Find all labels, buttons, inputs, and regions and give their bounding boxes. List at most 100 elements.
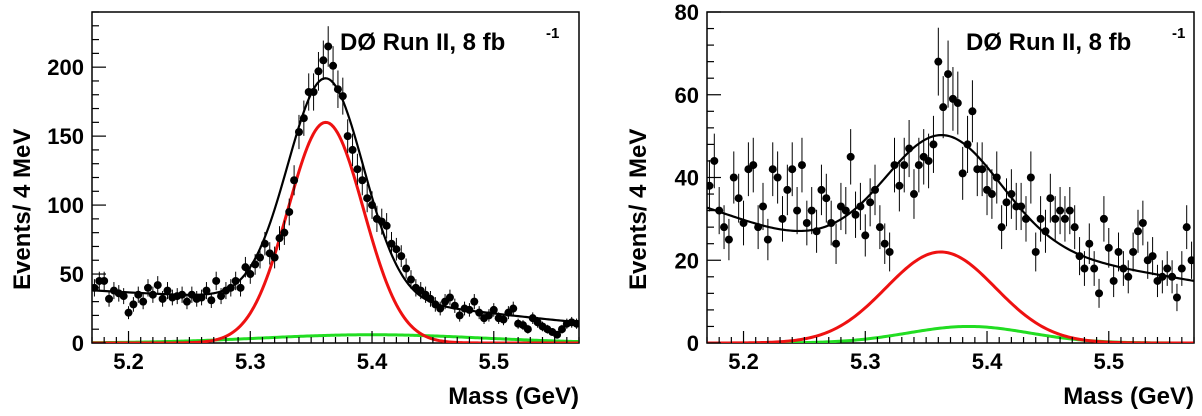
right-data-point <box>778 214 787 223</box>
right-data-point <box>992 173 1001 182</box>
left-data-point <box>280 228 289 237</box>
left-panel: 5.2 5.3 5.4 5.5 0 50 100 150 200 DØ Run II, 8 fb… <box>9 11 580 410</box>
left-data-point <box>226 283 235 292</box>
left-data-point <box>217 292 226 301</box>
left-data-point <box>285 207 294 216</box>
right-data-point <box>773 173 782 182</box>
left-data-point <box>499 315 508 324</box>
left-data-point <box>275 234 284 243</box>
left-data-point <box>426 294 435 303</box>
right-data-point <box>707 181 714 190</box>
right-data-point <box>929 140 938 149</box>
right-plot-area <box>707 27 1194 343</box>
right-data-point <box>890 161 899 170</box>
right-data-group <box>707 27 1194 343</box>
left-data-point <box>256 253 265 262</box>
right-data-point <box>1036 214 1045 223</box>
right-data-point <box>1002 198 1011 207</box>
right-data-point <box>1129 247 1138 256</box>
right-data-point <box>1065 206 1074 215</box>
right-data-point <box>1138 219 1147 228</box>
right-data-point <box>802 219 811 228</box>
right-data-point <box>807 206 816 215</box>
right-x-axis-title: Mass (GeV) <box>1063 383 1194 410</box>
right-data-point <box>968 107 977 116</box>
left-data-point <box>212 276 221 285</box>
right-data-point <box>978 165 987 174</box>
right-data-point <box>793 206 802 215</box>
right-data-point <box>720 223 729 232</box>
right-data-point <box>1158 272 1167 281</box>
right-data-point <box>817 185 826 194</box>
left-data-point <box>129 300 138 309</box>
left-data-point <box>557 325 566 334</box>
right-y-tick-label: 80 <box>675 0 699 25</box>
left-data-point <box>231 276 240 285</box>
right-data-point <box>754 223 763 232</box>
right-data-point <box>866 198 875 207</box>
left-y-tick-label: 0 <box>72 331 84 356</box>
right-data-point <box>1172 293 1181 302</box>
left-data-point <box>358 176 367 185</box>
right-data-point <box>734 194 743 203</box>
right-data-point <box>1090 264 1099 273</box>
right-data-point <box>905 144 914 153</box>
right-data-point <box>1109 276 1118 285</box>
right-data-point <box>749 161 758 170</box>
left-data-point <box>465 305 474 314</box>
left-data-point <box>246 270 255 279</box>
right-signal-fit-curve <box>707 250 1194 343</box>
right-data-point <box>914 161 923 170</box>
left-data-point <box>158 294 167 303</box>
left-data-point <box>489 305 498 314</box>
right-data-point <box>895 181 904 190</box>
left-data-point <box>553 330 562 339</box>
left-data-point <box>124 308 133 317</box>
left-y-tick-label: 100 <box>47 193 84 218</box>
right-axis-group: 5.2 5.3 5.4 5.5 0 20 40 60 80 <box>675 0 1195 374</box>
right-annotation-superscript: -1 <box>1172 25 1185 42</box>
right-data-point <box>1051 214 1060 223</box>
right-data-point <box>875 223 884 232</box>
left-axis-group: 5.2 5.3 5.4 5.5 0 50 100 150 200 <box>47 11 580 374</box>
left-data-point <box>148 290 157 299</box>
left-data-point <box>260 239 269 248</box>
left-data-point <box>119 292 128 301</box>
left-data-point <box>333 85 342 94</box>
left-y-tick-label: 50 <box>60 262 84 287</box>
left-data-point <box>368 201 377 210</box>
left-data-point <box>309 87 318 96</box>
left-data-point <box>251 260 260 269</box>
right-data-point <box>885 247 894 256</box>
left-data-point <box>236 283 245 292</box>
right-data-point <box>710 156 719 165</box>
right-data-point <box>729 173 738 182</box>
left-data-point <box>406 275 415 284</box>
right-y-tick-label: 40 <box>675 166 699 191</box>
left-data-point <box>392 245 401 254</box>
right-y-tick-label: 0 <box>687 331 699 356</box>
left-data-point <box>270 253 279 262</box>
left-reflection-fit-curve <box>92 333 579 343</box>
right-data-point <box>958 169 967 178</box>
left-data-point <box>470 297 479 306</box>
left-data-point <box>105 294 114 303</box>
right-data-point <box>924 156 933 165</box>
left-data-point <box>455 311 464 320</box>
left-data-point <box>397 252 406 261</box>
left-data-point <box>484 311 493 320</box>
left-y-axis-title: Events/ 4 MeV <box>9 129 36 290</box>
right-total-fit-curve <box>707 133 1194 283</box>
right-data-point <box>1085 239 1094 248</box>
left-data-point <box>343 132 352 141</box>
left-x-tick-label: 5.5 <box>478 349 509 374</box>
left-data-point <box>294 127 303 136</box>
right-data-point <box>997 223 1006 232</box>
right-data-point <box>739 219 748 228</box>
right-data-point <box>1026 173 1035 182</box>
right-data-point <box>1007 190 1016 199</box>
left-data-point <box>387 239 396 248</box>
right-x-tick-label: 5.4 <box>972 349 1003 374</box>
right-data-point <box>851 210 860 219</box>
left-data-point <box>290 176 299 185</box>
